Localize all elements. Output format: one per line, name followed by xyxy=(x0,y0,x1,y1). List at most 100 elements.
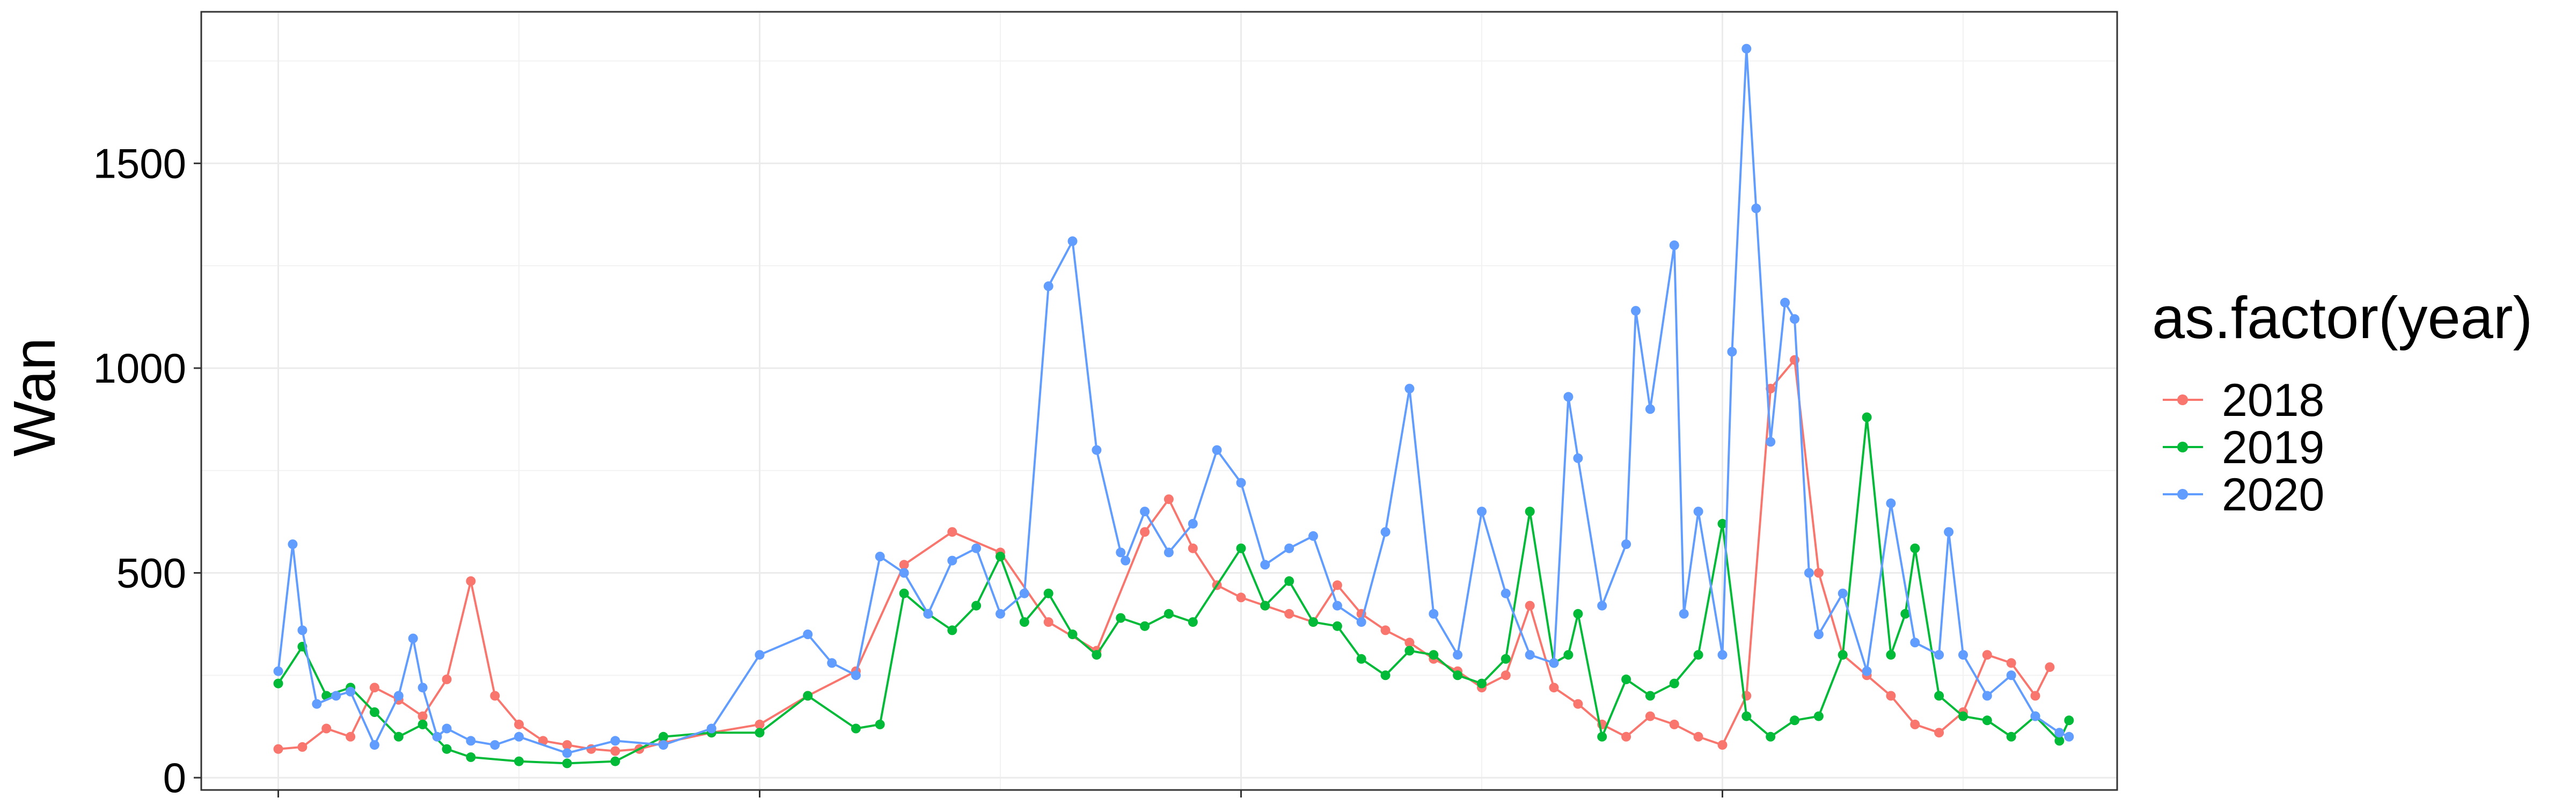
data-point-2020 xyxy=(432,731,442,742)
data-point-2018 xyxy=(562,740,572,750)
data-point-2019 xyxy=(875,719,885,729)
data-point-2020 xyxy=(1679,609,1689,619)
data-point-2020 xyxy=(803,630,813,639)
data-point-2020 xyxy=(1693,507,1703,517)
data-point-2019 xyxy=(273,678,283,689)
data-point-2020 xyxy=(369,740,379,750)
data-point-2020 xyxy=(1982,691,1992,701)
y-tick-label: 1500 xyxy=(93,140,186,187)
data-point-2020 xyxy=(1645,404,1655,414)
data-point-2018 xyxy=(514,719,524,729)
data-point-2018 xyxy=(369,683,379,693)
data-point-2019 xyxy=(755,728,765,738)
legend-title: as.factor(year) xyxy=(2152,285,2533,351)
data-point-2019 xyxy=(2064,715,2074,726)
data-point-2019 xyxy=(1067,630,1078,639)
data-point-2018 xyxy=(1332,580,1342,590)
data-point-2020 xyxy=(658,740,669,750)
data-point-2019 xyxy=(1429,650,1439,660)
data-point-2020 xyxy=(1573,453,1583,463)
data-point-2019 xyxy=(1116,613,1126,623)
data-point-2018 xyxy=(346,731,356,742)
data-point-2020 xyxy=(442,723,452,734)
data-point-2020 xyxy=(1212,445,1222,455)
data-point-2019 xyxy=(2006,731,2016,742)
data-point-2018 xyxy=(466,576,476,586)
data-point-2020 xyxy=(1525,650,1535,660)
data-point-2019 xyxy=(1092,650,1102,660)
legend-label: 2020 xyxy=(2222,469,2324,521)
y-tick-label: 0 xyxy=(163,754,186,801)
data-point-2020 xyxy=(1549,658,1559,668)
data-point-2018 xyxy=(1140,527,1150,537)
series-layer xyxy=(273,43,2074,769)
data-point-2019 xyxy=(1693,650,1703,660)
data-point-2019 xyxy=(1453,670,1463,680)
minor-grid xyxy=(201,12,2117,790)
data-point-2018 xyxy=(490,691,500,701)
data-point-2020 xyxy=(2064,731,2074,742)
data-point-2018 xyxy=(1501,670,1511,680)
data-point-2019 xyxy=(1886,650,1896,660)
data-point-2019 xyxy=(971,601,982,611)
data-point-2019 xyxy=(1140,621,1150,631)
data-point-2019 xyxy=(1934,691,1944,701)
data-point-2018 xyxy=(1236,592,1246,603)
data-point-2020 xyxy=(297,625,308,635)
panel-border xyxy=(200,11,2118,791)
data-point-2019 xyxy=(1813,711,1824,721)
x-axis xyxy=(277,790,1723,797)
data-point-2019 xyxy=(1790,715,1799,726)
y-tick-label: 1000 xyxy=(93,345,186,392)
data-point-2019 xyxy=(1477,678,1487,689)
data-point-2020 xyxy=(1717,650,1728,660)
data-point-2019 xyxy=(1982,715,1992,726)
data-point-2020 xyxy=(346,686,356,697)
data-point-2020 xyxy=(1140,507,1150,517)
data-point-2020 xyxy=(1067,236,1078,246)
panel-background xyxy=(201,12,2117,790)
data-point-2020 xyxy=(1404,384,1415,394)
data-point-2020 xyxy=(1934,650,1944,660)
data-point-2019 xyxy=(996,552,1005,561)
data-point-2018 xyxy=(1645,711,1655,721)
data-point-2018 xyxy=(1284,609,1294,619)
data-point-2020 xyxy=(1116,547,1126,558)
data-point-2020 xyxy=(1163,547,1174,558)
data-point-2020 xyxy=(706,723,716,734)
data-point-2020 xyxy=(899,568,909,578)
data-point-2019 xyxy=(1621,674,1631,684)
data-point-2018 xyxy=(1573,699,1583,709)
series-2018 xyxy=(273,355,2055,756)
data-point-2020 xyxy=(1019,588,1029,598)
data-point-2020 xyxy=(1944,527,1954,537)
data-point-2018 xyxy=(1934,728,1944,738)
data-point-2018 xyxy=(1621,731,1631,742)
data-point-2020 xyxy=(1631,306,1641,316)
data-point-2020 xyxy=(514,731,524,742)
data-point-2018 xyxy=(2006,658,2016,668)
data-point-2020 xyxy=(996,609,1005,619)
data-point-2020 xyxy=(1862,666,1872,676)
data-point-2018 xyxy=(1982,650,1992,660)
data-point-2020 xyxy=(1121,555,1131,566)
data-point-2020 xyxy=(610,736,620,746)
data-point-2019 xyxy=(1284,576,1294,586)
data-point-2020 xyxy=(1838,588,1848,598)
data-point-2020 xyxy=(1958,650,1968,660)
data-point-2019 xyxy=(658,731,669,742)
data-point-2019 xyxy=(1332,621,1342,631)
data-point-2020 xyxy=(1356,617,1366,627)
data-point-2019 xyxy=(1862,412,1872,422)
data-point-2020 xyxy=(1092,445,1102,455)
data-point-2018 xyxy=(1910,719,1920,729)
data-point-2019 xyxy=(1308,617,1318,627)
data-point-2020 xyxy=(1332,601,1342,611)
legend-key-point xyxy=(2177,442,2188,452)
data-point-2019 xyxy=(466,752,476,762)
data-point-2018 xyxy=(1380,625,1391,635)
data-point-2019 xyxy=(851,723,861,734)
data-point-2020 xyxy=(1284,543,1294,553)
